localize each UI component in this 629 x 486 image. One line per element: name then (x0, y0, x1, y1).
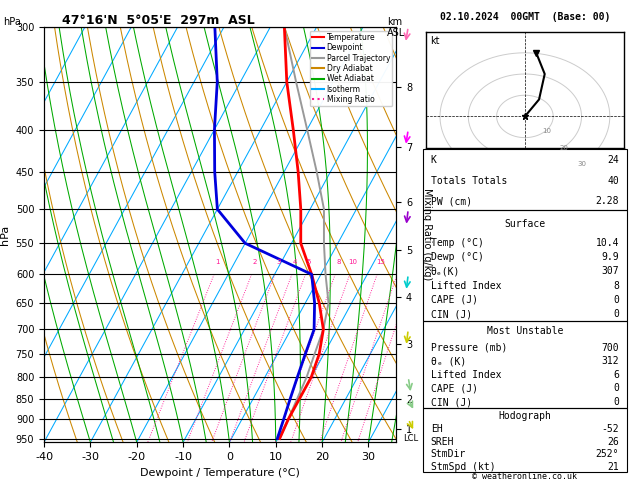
Text: Hodograph: Hodograph (498, 411, 552, 421)
Text: 10: 10 (348, 260, 357, 265)
Text: StmSpd (kt): StmSpd (kt) (431, 462, 496, 472)
Text: 2.28: 2.28 (596, 196, 619, 206)
Text: Temp (°C): Temp (°C) (431, 238, 484, 247)
Text: 2: 2 (253, 260, 257, 265)
Text: CAPE (J): CAPE (J) (431, 295, 478, 305)
Text: 47°16'N  5°05'E  297m  ASL: 47°16'N 5°05'E 297m ASL (62, 14, 254, 27)
Y-axis label: hPa: hPa (0, 225, 10, 244)
Text: CAPE (J): CAPE (J) (431, 383, 478, 394)
Y-axis label: Mixing Ratio (g/kg): Mixing Ratio (g/kg) (421, 189, 431, 280)
Text: 8: 8 (336, 260, 341, 265)
Text: 21: 21 (607, 462, 619, 472)
Text: 24: 24 (607, 156, 619, 165)
Bar (423, 321, 627, 408)
Text: Most Unstable: Most Unstable (487, 326, 563, 336)
Text: Pressure (mb): Pressure (mb) (431, 343, 507, 352)
Text: 02.10.2024  00GMT  (Base: 00): 02.10.2024 00GMT (Base: 00) (440, 12, 610, 22)
Text: 40: 40 (607, 176, 619, 186)
Text: 700: 700 (601, 343, 619, 352)
Bar (423, 149, 627, 210)
Text: 15: 15 (376, 260, 385, 265)
Text: 20: 20 (396, 260, 404, 265)
Text: Totals Totals: Totals Totals (431, 176, 507, 186)
Text: 30: 30 (577, 161, 587, 167)
Text: 307: 307 (601, 266, 619, 276)
Text: 4: 4 (293, 260, 298, 265)
Text: CIN (J): CIN (J) (431, 397, 472, 407)
Text: -52: -52 (601, 424, 619, 434)
Text: StmDir: StmDir (431, 449, 466, 459)
Bar (423, 210, 627, 321)
Text: CIN (J): CIN (J) (431, 309, 472, 319)
Text: 8: 8 (613, 280, 619, 291)
Text: 10: 10 (542, 128, 552, 134)
Text: θₑ(K): θₑ(K) (431, 266, 460, 276)
X-axis label: Dewpoint / Temperature (°C): Dewpoint / Temperature (°C) (140, 468, 300, 478)
Text: 0: 0 (613, 295, 619, 305)
Text: LCL: LCL (403, 434, 418, 443)
Text: 26: 26 (607, 437, 619, 447)
Text: θₑ (K): θₑ (K) (431, 356, 466, 366)
Legend: Temperature, Dewpoint, Parcel Trajectory, Dry Adiabat, Wet Adiabat, Isotherm, Mi: Temperature, Dewpoint, Parcel Trajectory… (310, 31, 392, 106)
Text: Lifted Index: Lifted Index (431, 370, 501, 380)
Text: 10.4: 10.4 (596, 238, 619, 247)
Text: kt: kt (430, 36, 439, 46)
Text: 1: 1 (215, 260, 220, 265)
Text: 0: 0 (613, 397, 619, 407)
Text: 0: 0 (613, 309, 619, 319)
Text: 20: 20 (560, 144, 569, 151)
Text: SREH: SREH (431, 437, 454, 447)
Bar (423, 408, 627, 472)
Text: K: K (431, 156, 437, 165)
Text: 0: 0 (613, 383, 619, 394)
Text: PW (cm): PW (cm) (431, 196, 472, 206)
Text: hPa: hPa (3, 17, 21, 27)
Text: 9.9: 9.9 (601, 252, 619, 262)
Text: Dewp (°C): Dewp (°C) (431, 252, 484, 262)
Text: 6: 6 (613, 370, 619, 380)
Text: 312: 312 (601, 356, 619, 366)
Text: km
ASL: km ASL (387, 17, 405, 38)
Text: 252°: 252° (596, 449, 619, 459)
Text: 5: 5 (307, 260, 311, 265)
Text: © weatheronline.co.uk: © weatheronline.co.uk (472, 472, 577, 481)
Text: EH: EH (431, 424, 443, 434)
Text: Lifted Index: Lifted Index (431, 280, 501, 291)
Text: 3: 3 (276, 260, 281, 265)
Text: Surface: Surface (504, 219, 545, 229)
